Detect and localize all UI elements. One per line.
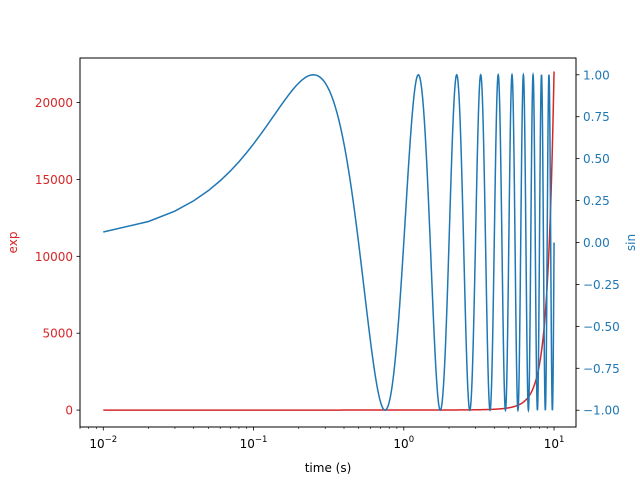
right-tick-label: 0.75 <box>583 110 610 124</box>
right-axis-label: sin <box>624 234 638 251</box>
x-tick-label: 101 <box>544 435 565 451</box>
x-tick-label: 100 <box>393 435 414 451</box>
x-tick-label: 10−2 <box>89 435 117 451</box>
right-tick-label: 0.50 <box>583 152 610 166</box>
left-tick-label: 0 <box>65 404 73 418</box>
left-tick-label: 15000 <box>35 173 73 187</box>
right-tick-label: 0.25 <box>583 194 610 208</box>
plot-lines <box>103 71 555 413</box>
series-line-1 <box>103 71 555 411</box>
right-axis-ticks: −1.00 −0.75 −0.50 −0.25 0.00 0.25 0.50 0.75 1.00 <box>576 68 620 418</box>
x-axis-label: time (s) <box>305 461 352 475</box>
left-tick-label: 10000 <box>35 250 73 264</box>
series-line-2 <box>103 71 555 413</box>
right-tick-label: 1.00 <box>583 68 610 82</box>
x-tick-label: 10−1 <box>240 435 268 451</box>
right-tick-label: 0.00 <box>583 236 610 250</box>
x-axis-ticks: 10−2 10−1 100 101 <box>79 427 565 451</box>
right-tick-label: −0.50 <box>583 320 620 334</box>
right-tick-label: −0.25 <box>583 278 620 292</box>
left-axis-label: exp <box>6 232 20 254</box>
left-tick-label: 5000 <box>42 327 73 341</box>
right-tick-label: −0.75 <box>583 362 620 376</box>
left-tick-label: 20000 <box>35 96 73 110</box>
left-axis-ticks: 0 5000 10000 15000 20000 <box>35 96 80 418</box>
right-tick-label: −1.00 <box>583 404 620 418</box>
